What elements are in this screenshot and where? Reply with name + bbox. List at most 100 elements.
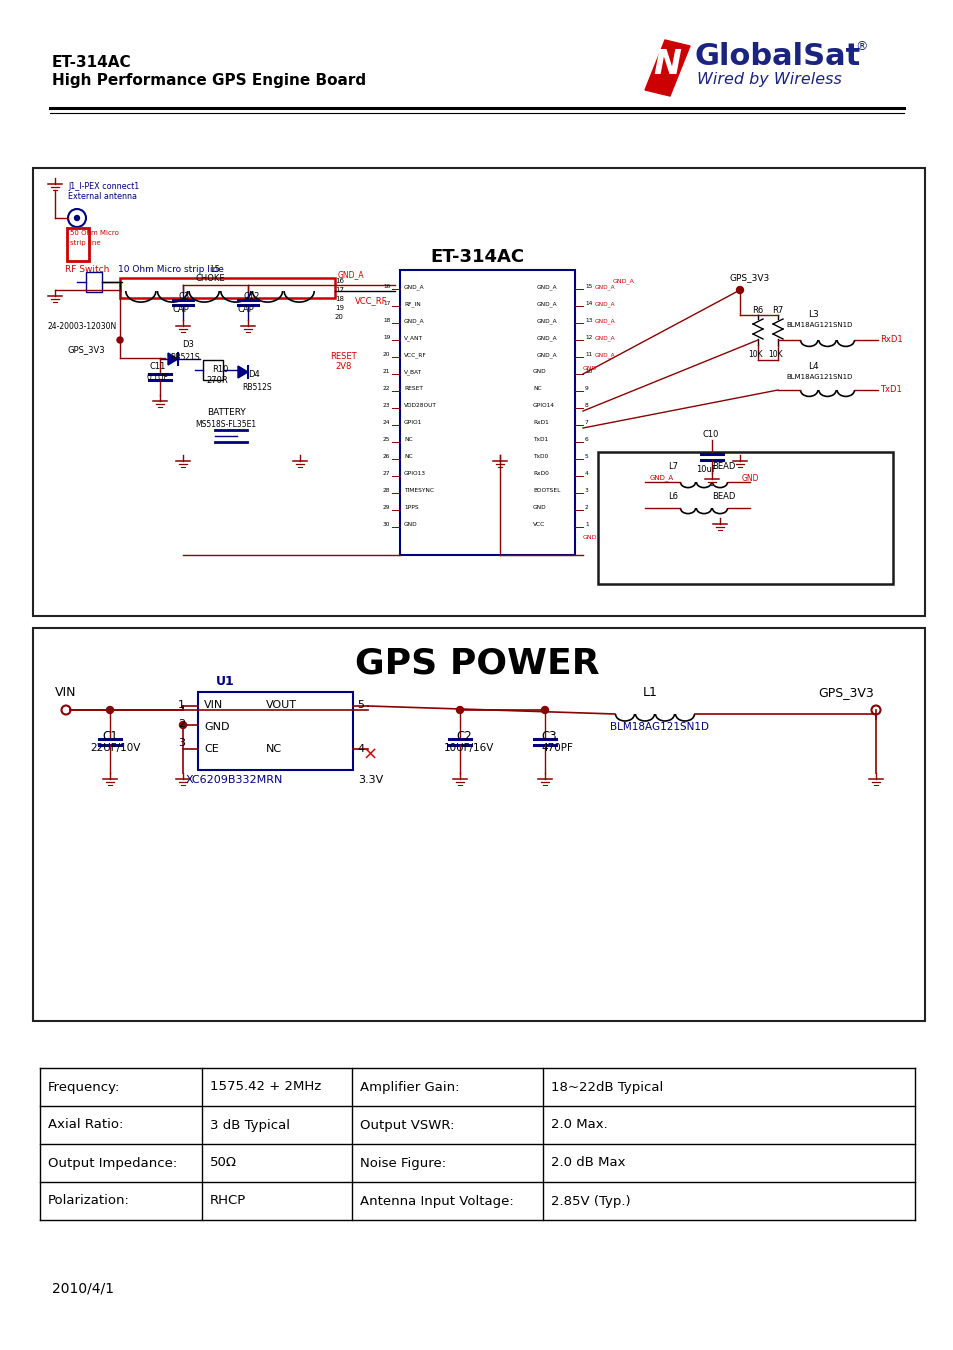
Text: 10 Ohm Micro strip line: 10 Ohm Micro strip line	[118, 265, 224, 274]
Text: 6: 6	[584, 437, 588, 441]
Text: Polarization:: Polarization:	[48, 1195, 130, 1207]
Text: TxD0: TxD0	[533, 454, 548, 459]
Text: 10: 10	[584, 369, 592, 374]
Text: V_BAT: V_BAT	[403, 369, 421, 375]
Text: XC6209B332MRN: XC6209B332MRN	[186, 775, 283, 784]
Text: GND_A: GND_A	[649, 474, 674, 481]
Circle shape	[179, 721, 186, 729]
Text: 10K: 10K	[767, 350, 781, 359]
Text: 3.3V: 3.3V	[357, 775, 383, 784]
Text: L3: L3	[807, 310, 818, 319]
Text: NC: NC	[266, 744, 282, 755]
Text: ®: ®	[854, 40, 866, 53]
Text: GND_A: GND_A	[595, 284, 615, 290]
Text: VCC: VCC	[533, 522, 545, 526]
Text: 1PPS: 1PPS	[403, 505, 418, 510]
Bar	[67, 228, 89, 261]
Bar	[33, 628, 924, 1021]
Text: BLM18AG121SN1D: BLM18AG121SN1D	[785, 323, 851, 328]
Text: GND: GND	[403, 522, 417, 526]
Text: 10UF/16V: 10UF/16V	[443, 743, 494, 753]
Text: RxD1: RxD1	[879, 335, 902, 344]
Text: 2: 2	[178, 720, 185, 729]
Bar	[120, 278, 335, 298]
Text: D3: D3	[182, 340, 193, 350]
Text: 5: 5	[356, 701, 364, 710]
Text: L4: L4	[807, 362, 818, 371]
Text: C3: C3	[179, 292, 190, 301]
Text: 1575.42 + 2MHz: 1575.42 + 2MHz	[210, 1080, 321, 1094]
Text: RF_IN: RF_IN	[403, 301, 420, 306]
Text: 270R: 270R	[206, 377, 228, 385]
Circle shape	[456, 706, 463, 714]
Text: 18: 18	[335, 296, 344, 302]
Text: 16: 16	[382, 284, 390, 289]
Text: CAP: CAP	[237, 305, 254, 315]
Polygon shape	[237, 366, 248, 378]
Bar	[203, 360, 223, 379]
Text: 18~22dB Typical: 18~22dB Typical	[551, 1080, 662, 1094]
Text: BLM18AG121SN1D: BLM18AG121SN1D	[609, 722, 708, 732]
Text: V_ANT: V_ANT	[403, 335, 422, 340]
Text: Amplifier Gain:: Amplifier Gain:	[359, 1080, 459, 1094]
Text: GND_A: GND_A	[595, 301, 615, 306]
Text: J1_I-PEX connect1: J1_I-PEX connect1	[68, 182, 139, 190]
Circle shape	[107, 706, 113, 714]
Text: Axial Ratio:: Axial Ratio:	[48, 1119, 123, 1131]
Text: GND: GND	[582, 366, 597, 371]
Text: C12: C12	[244, 292, 260, 301]
Text: VOUT: VOUT	[266, 701, 296, 710]
Text: U1: U1	[215, 675, 234, 688]
Text: MS518S-FL35E1: MS518S-FL35E1	[194, 420, 255, 429]
Text: RxD0: RxD0	[533, 471, 548, 477]
Text: 12: 12	[584, 335, 592, 340]
Text: BATTERY: BATTERY	[207, 408, 246, 417]
Text: GND: GND	[533, 505, 546, 510]
Text: RESET: RESET	[403, 386, 422, 391]
Text: VDD28OUT: VDD28OUT	[403, 404, 436, 408]
Text: C2: C2	[456, 730, 471, 742]
Text: N: N	[652, 49, 680, 81]
Text: BLM18AG121SN1D: BLM18AG121SN1D	[785, 374, 851, 379]
Text: GND_A: GND_A	[595, 335, 615, 340]
Text: 50Ω: 50Ω	[210, 1157, 236, 1169]
Text: C11: C11	[150, 362, 166, 371]
Text: 19: 19	[382, 335, 390, 340]
Text: CAP: CAP	[172, 305, 190, 315]
Text: 14: 14	[584, 301, 592, 306]
Text: 4: 4	[584, 471, 588, 477]
Text: RB512S: RB512S	[242, 383, 272, 392]
Text: GND: GND	[204, 722, 230, 732]
Text: 17: 17	[382, 301, 390, 306]
Text: L7: L7	[667, 462, 678, 471]
Text: GPIO13: GPIO13	[403, 471, 426, 477]
Text: GPS POWER: GPS POWER	[355, 647, 598, 680]
Text: 25: 25	[382, 437, 390, 441]
Text: 18: 18	[382, 319, 390, 323]
Text: 2V8: 2V8	[335, 362, 351, 371]
Text: 11: 11	[584, 352, 592, 356]
Text: 23: 23	[382, 404, 390, 408]
Text: 17: 17	[335, 288, 344, 293]
Text: CE: CE	[204, 744, 218, 755]
Text: 7: 7	[584, 420, 588, 425]
Text: GPS_3V3: GPS_3V3	[817, 686, 873, 699]
Text: D4: D4	[248, 370, 259, 379]
Text: 470PF: 470PF	[540, 743, 572, 753]
Text: GND_A: GND_A	[595, 352, 615, 358]
Text: TIMESYNC: TIMESYNC	[403, 487, 434, 493]
Text: L5: L5	[210, 265, 219, 274]
Text: TxD1: TxD1	[879, 385, 901, 394]
Text: Wired by Wireless: Wired by Wireless	[697, 72, 841, 86]
Text: GND_A: GND_A	[595, 319, 615, 324]
Text: 10K: 10K	[747, 350, 761, 359]
Text: GPS_3V3: GPS_3V3	[729, 273, 769, 282]
Text: GND_A: GND_A	[537, 319, 558, 324]
Circle shape	[117, 338, 123, 343]
Text: 2.0 Max.: 2.0 Max.	[551, 1119, 607, 1131]
Text: 24-20003-12030N: 24-20003-12030N	[48, 323, 117, 331]
Text: 3 dB Typical: 3 dB Typical	[210, 1119, 290, 1131]
Text: 8: 8	[584, 404, 588, 408]
Circle shape	[74, 216, 79, 220]
Text: External antenna: External antenna	[68, 192, 137, 201]
